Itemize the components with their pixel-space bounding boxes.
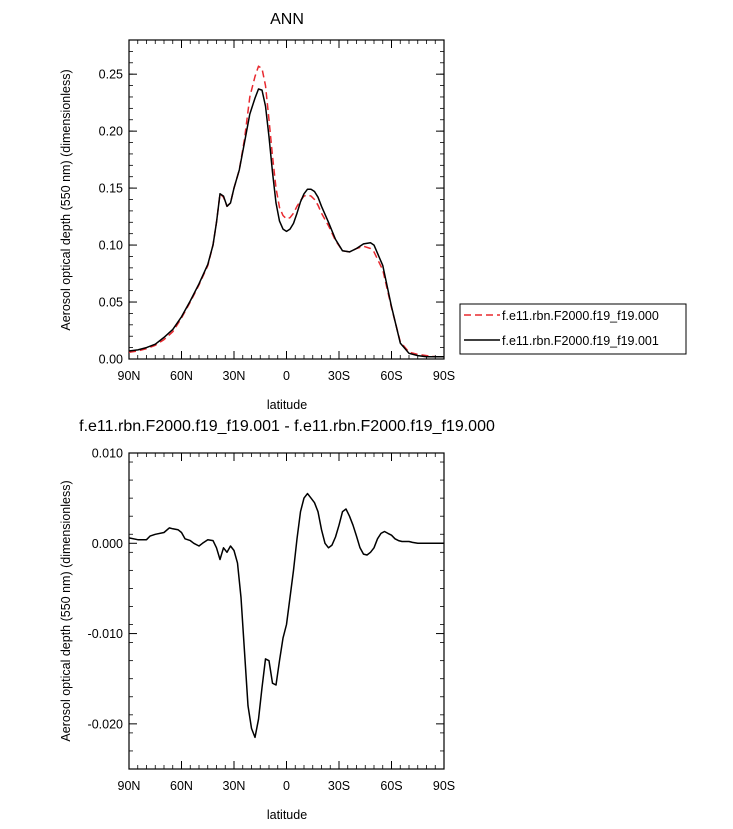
top-series-lines <box>128 65 444 358</box>
bottom-axis-ticks: 90N 60N 30N 0 30S 60S 90S -0.020 -0.010 0.000 0.01… <box>88 447 456 794</box>
y-tick-label: 0.20 <box>99 125 123 139</box>
x-tick-label: 0 <box>283 369 290 383</box>
legend-label-series-2: f.e11.rbn.F2000.f19_f19.001 <box>502 334 659 348</box>
x-tick-label: 30S <box>328 779 350 793</box>
x-tick-label: 0 <box>283 779 290 793</box>
legend-box <box>459 303 687 355</box>
y-tick-label: -0.010 <box>88 627 123 641</box>
top-panel: ANN 90N 60N 30N 0 30S 60S 90S 0.00 0.05 0.10 0.15 0… <box>59 11 455 412</box>
series-line-2 <box>128 88 444 358</box>
bottom-panel: f.e11.rbn.F2000.f19_f19.001 - f.e11.rbn.… <box>59 418 495 822</box>
y-tick-label: 0.00 <box>99 353 123 367</box>
legend-label-series-1: f.e11.rbn.F2000.f19_f19.000 <box>502 309 659 323</box>
bottom-x-axis-label: latitude <box>267 808 307 822</box>
x-tick-label: 90S <box>433 369 455 383</box>
top-axis-ticks: 90N 60N 30N 0 30S 60S 90S 0.00 0.05 0.10 0.15 0.20 0… <box>99 39 455 383</box>
x-tick-label: 90S <box>433 779 455 793</box>
bottom-series-lines <box>128 492 444 739</box>
top-chart-title: ANN <box>270 11 304 28</box>
x-tick-label: 60N <box>170 779 193 793</box>
y-tick-label: -0.020 <box>88 717 123 731</box>
y-tick-label: 0.15 <box>99 182 123 196</box>
bottom-y-axis-label: Aerosol optical depth (550 nm) (dimensio… <box>59 480 73 741</box>
x-tick-label: 60S <box>380 369 402 383</box>
x-tick-label: 60S <box>380 779 402 793</box>
x-tick-label: 30N <box>223 369 246 383</box>
series-line-1 <box>128 492 444 739</box>
y-tick-label: 0.10 <box>99 239 123 253</box>
x-tick-label: 60N <box>170 369 193 383</box>
bottom-plot-frame <box>128 452 445 770</box>
x-tick-label: 30S <box>328 369 350 383</box>
y-tick-label: 0.000 <box>92 537 123 551</box>
top-plot-frame <box>128 39 445 360</box>
bottom-chart-title: f.e11.rbn.F2000.f19_f19.001 - f.e11.rbn.… <box>79 418 495 435</box>
x-tick-label: 30N <box>223 779 246 793</box>
top-y-axis-label: Aerosol optical depth (550 nm) (dimensio… <box>59 69 73 330</box>
y-tick-label: 0.010 <box>92 447 123 461</box>
legend: f.e11.rbn.F2000.f19_f19.000 f.e11.rbn.F2… <box>459 303 687 355</box>
top-x-axis-label: latitude <box>267 398 307 412</box>
series-line-1 <box>128 65 444 358</box>
y-tick-label: 0.05 <box>99 296 123 310</box>
x-tick-label: 90N <box>118 779 141 793</box>
y-tick-label: 0.25 <box>99 68 123 82</box>
x-tick-label: 90N <box>118 369 141 383</box>
